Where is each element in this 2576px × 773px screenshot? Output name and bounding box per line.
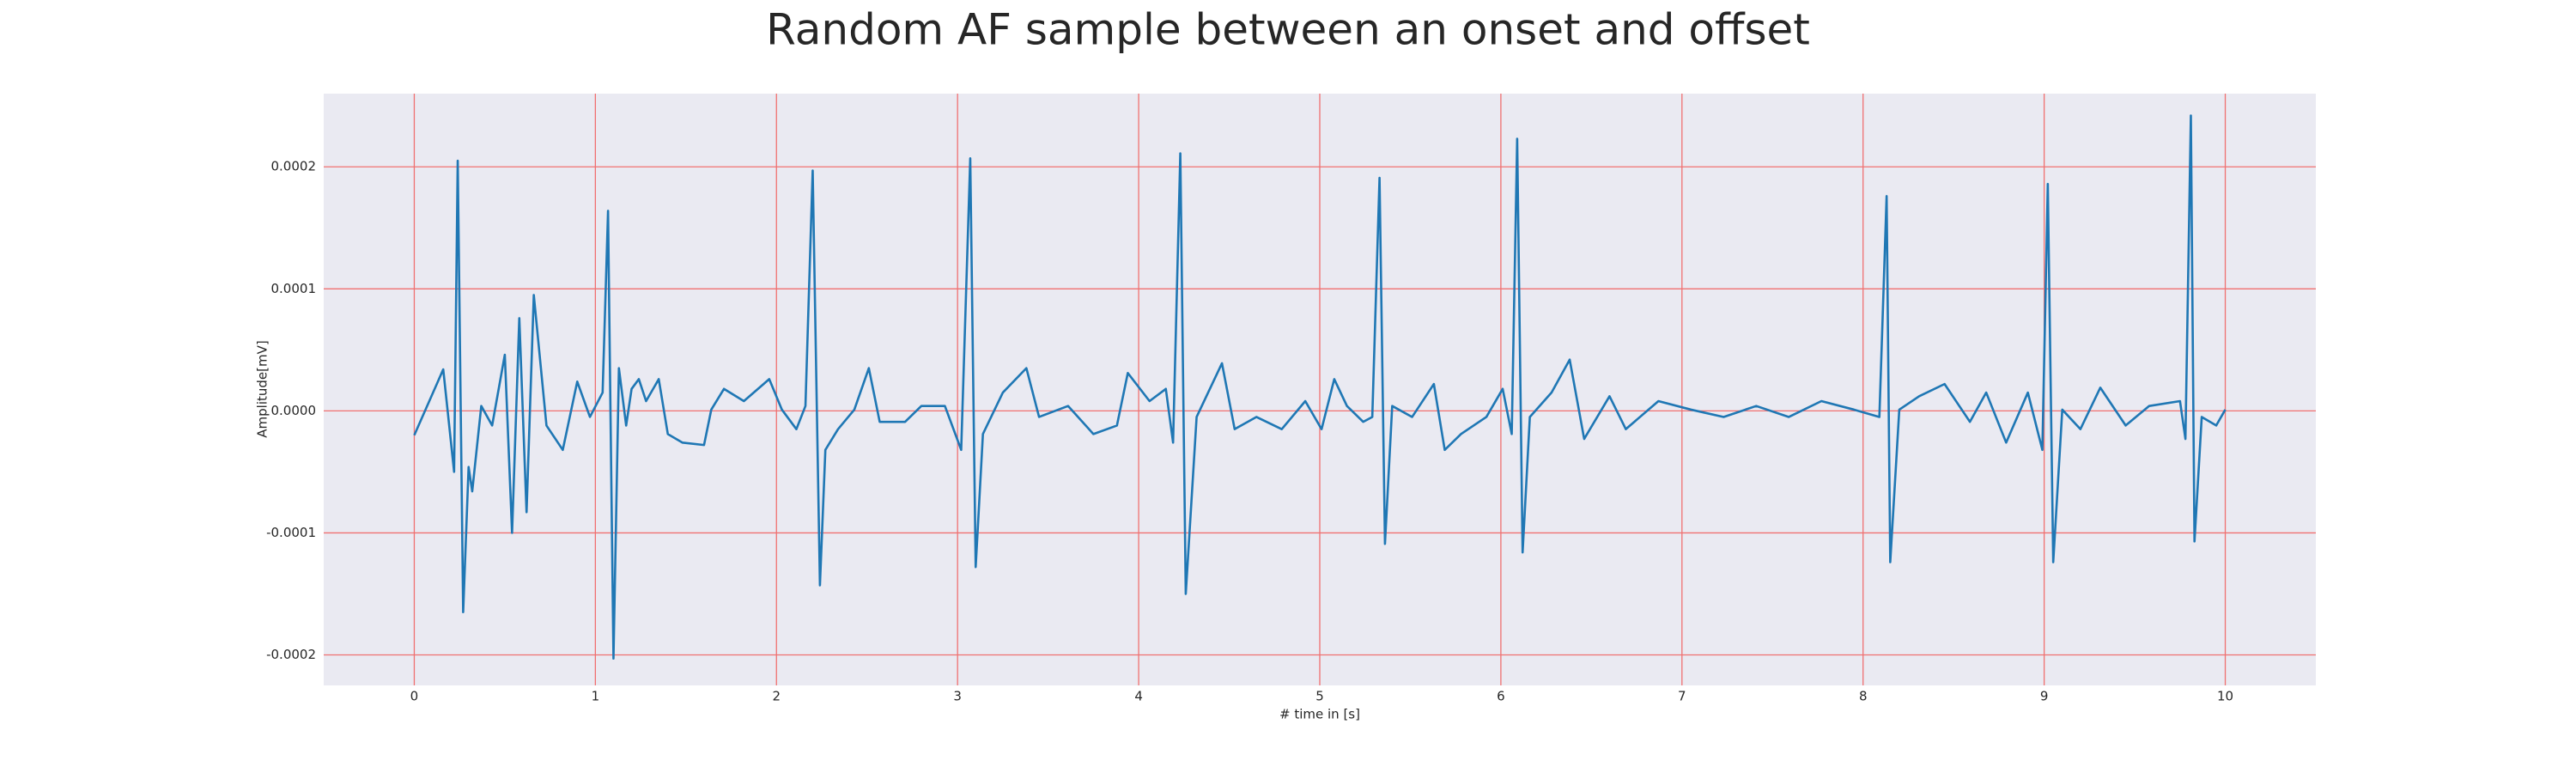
chart-title: Random AF sample between an onset and of… — [766, 5, 1810, 55]
y-tick-label: -0.0002 — [266, 647, 316, 662]
x-tick-label: 4 — [1134, 689, 1143, 704]
y-tick-label: -0.0001 — [266, 525, 316, 540]
x-tick-label: 10 — [2217, 689, 2233, 704]
x-tick-label: 6 — [1497, 689, 1505, 704]
x-tick-label: 0 — [410, 689, 419, 704]
x-tick-label: 3 — [953, 689, 962, 704]
x-axis-label: # time in [s] — [1279, 707, 1360, 722]
x-tick-label: 9 — [2040, 689, 2049, 704]
y-tick-label: 0.0000 — [271, 403, 317, 418]
x-tick-label: 8 — [1859, 689, 1868, 704]
signal-line — [413, 114, 2227, 660]
y-tick-label: 0.0001 — [271, 281, 317, 296]
x-tick-label: 5 — [1315, 689, 1324, 704]
y-axis-label: Amplitude[mV] — [255, 340, 270, 437]
x-tick-label: 2 — [772, 689, 781, 704]
x-tick-label: 7 — [1678, 689, 1686, 704]
x-tick-label: 1 — [592, 689, 600, 704]
y-tick-label: 0.0002 — [271, 159, 317, 174]
